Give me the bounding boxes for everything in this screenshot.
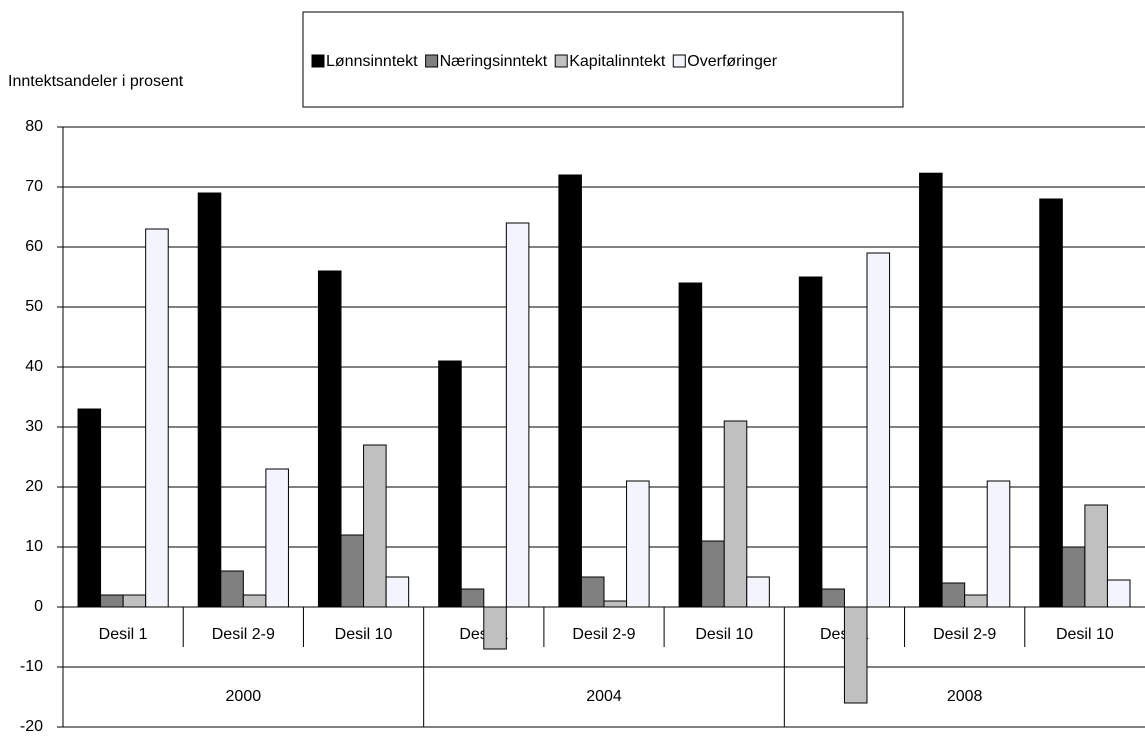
bar xyxy=(220,570,244,608)
legend-label: Overføringer xyxy=(687,53,777,70)
legend-swatch xyxy=(425,54,439,68)
y-axis-title: Inntektsandeler i prosent xyxy=(8,73,184,90)
y-tick-label: 70 xyxy=(25,178,43,195)
x-tick-label: Desil 10 xyxy=(335,626,393,643)
y-tick-label: 40 xyxy=(25,358,43,375)
bar xyxy=(626,480,650,608)
y-tick-label: -20 xyxy=(20,718,43,731)
bar xyxy=(145,228,169,608)
y-tick-label: 10 xyxy=(25,538,43,555)
bar xyxy=(723,420,748,608)
legend-swatch xyxy=(554,54,568,68)
y-tick-label: 60 xyxy=(25,238,43,255)
bar xyxy=(1061,546,1086,608)
bar xyxy=(558,174,582,608)
bar xyxy=(1084,504,1108,608)
x-tick-label: Desil 2-9 xyxy=(572,626,635,643)
y-tick-label: 80 xyxy=(25,118,43,135)
x-group-label: 2000 xyxy=(226,688,262,705)
bar xyxy=(866,252,891,608)
bar xyxy=(941,582,966,608)
x-tick-label: Desil 1 xyxy=(99,626,148,643)
bar xyxy=(821,588,845,608)
bar xyxy=(265,468,289,608)
y-tick-label: 20 xyxy=(25,478,43,495)
y-tick-label: 50 xyxy=(25,298,43,315)
bar xyxy=(1106,579,1131,608)
legend-label: Kapitalinntekt xyxy=(569,53,666,70)
legend-swatch xyxy=(672,54,686,68)
bar xyxy=(1039,198,1063,608)
legend-box xyxy=(302,11,904,108)
bar xyxy=(746,576,770,608)
bar xyxy=(843,606,868,704)
bar xyxy=(798,276,823,608)
x-group-label: 2008 xyxy=(947,688,983,705)
x-tick-label: Desil 2-9 xyxy=(933,626,996,643)
bar xyxy=(986,480,1011,608)
x-tick-label: Desil 10 xyxy=(695,626,753,643)
bar xyxy=(438,360,462,608)
y-tick-label: 0 xyxy=(34,598,43,615)
bar xyxy=(197,192,222,608)
bar xyxy=(483,606,507,650)
bar xyxy=(460,588,485,608)
bar xyxy=(340,534,365,608)
legend-swatch xyxy=(311,54,325,68)
legend-label: Næringsinntekt xyxy=(440,53,548,70)
bar xyxy=(701,540,725,608)
legend-label: Lønnsinntekt xyxy=(326,53,418,70)
x-tick-label: Desil 2-9 xyxy=(212,626,275,643)
bar xyxy=(505,222,530,608)
bar xyxy=(678,282,703,608)
bar xyxy=(603,600,628,608)
bar xyxy=(317,270,342,608)
bar xyxy=(122,594,147,608)
y-tick-label: -10 xyxy=(20,658,43,675)
bar xyxy=(919,172,943,608)
x-tick-label: Desil 10 xyxy=(1056,626,1114,643)
x-group-label: 2004 xyxy=(586,688,622,705)
bar xyxy=(100,594,124,608)
bar xyxy=(77,408,102,608)
bar xyxy=(964,594,988,608)
bar xyxy=(363,444,387,608)
bar xyxy=(385,576,410,608)
y-tick-label: 30 xyxy=(25,418,43,435)
bar xyxy=(580,576,605,608)
bar xyxy=(242,594,267,608)
